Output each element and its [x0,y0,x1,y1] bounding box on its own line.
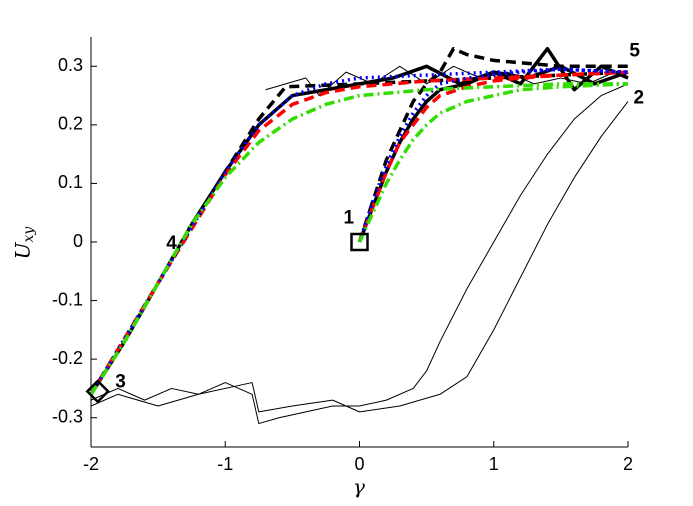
x-tick-label: 0 [354,454,364,474]
annotation: 1 [343,208,354,229]
y-tick-label: 0.2 [58,114,83,134]
y-tick-label: 0.1 [58,172,83,192]
series-line [357,82,629,243]
annotation: 2 [633,88,644,109]
series-line [357,67,629,243]
y-tick-label: -0.1 [52,289,83,309]
x-tick-label: -1 [217,454,233,474]
series-line [89,67,629,396]
series-line [89,64,629,396]
x-tick-label: 1 [489,454,499,474]
series-line [90,83,629,425]
y-tick-label: 0.3 [58,55,83,75]
y-tick-label: -0.3 [52,406,83,426]
x-tick-label: 2 [623,454,633,474]
x-tick-label: -2 [83,454,99,474]
marker-square [350,232,369,252]
annotation: 5 [629,41,640,62]
annotation: 4 [166,233,177,254]
series-line [357,70,629,243]
marker-diamond [85,379,110,404]
y-tick-label: -0.2 [52,348,83,368]
annotation: 3 [115,372,126,393]
x-axis-label: γ [353,475,365,499]
series-line [90,101,629,413]
series-line [89,82,628,396]
y-axis-label: Uxy [11,226,38,260]
y-tick-label: 0 [73,231,83,251]
series-line [357,46,628,243]
